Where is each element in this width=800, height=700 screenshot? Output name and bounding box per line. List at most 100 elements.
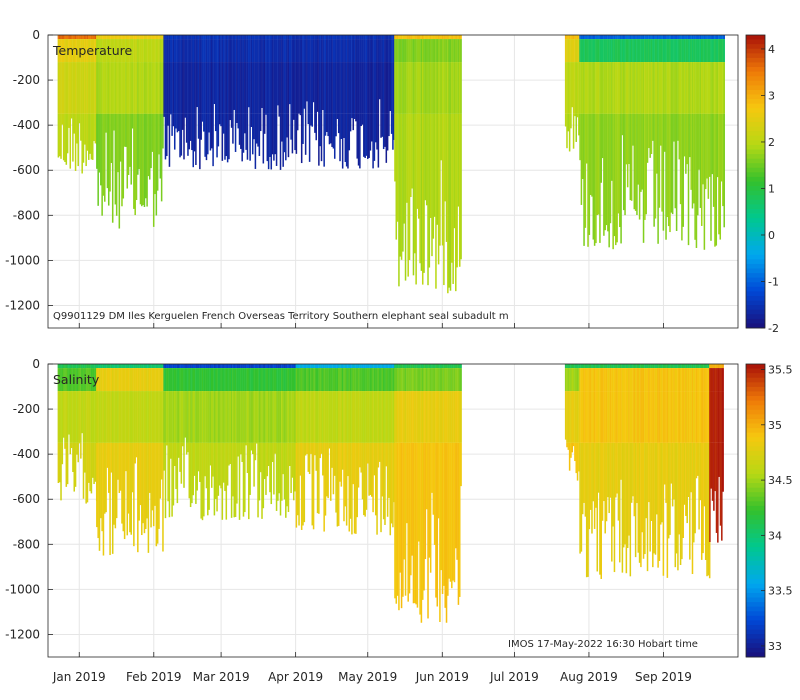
profile-cell	[595, 391, 597, 443]
profile-cell	[255, 39, 258, 63]
profile-cell	[267, 442, 270, 467]
profile-cell	[351, 39, 353, 63]
profile-cell	[286, 368, 288, 392]
profile-cell	[700, 368, 703, 392]
profile-cell	[109, 39, 111, 63]
profile-cell	[162, 442, 164, 552]
profile-cell	[114, 391, 117, 443]
profile-cell	[381, 39, 384, 63]
profile-cell	[269, 364, 271, 369]
profile-cell	[356, 368, 358, 392]
profile-cell	[230, 364, 233, 369]
profile-cell	[612, 62, 614, 114]
profile-cell	[115, 35, 118, 40]
profile-cell	[349, 364, 352, 369]
profile-cell	[347, 368, 349, 392]
profile-cell	[64, 39, 66, 63]
profile-cell	[424, 442, 427, 560]
profile-cell	[69, 113, 72, 169]
profile-cell	[359, 391, 361, 443]
profile-cell	[659, 364, 662, 369]
profile-cell	[262, 39, 265, 63]
profile-cell	[275, 39, 278, 63]
profile-cell	[185, 62, 188, 114]
profile-cell	[681, 35, 683, 40]
profile-cell	[139, 391, 142, 443]
profile-cell	[402, 35, 404, 40]
profile-cell	[398, 442, 400, 611]
profile-cell	[460, 391, 462, 443]
profile-cell	[650, 442, 653, 521]
profile-cell	[406, 62, 408, 114]
profile-cell	[104, 442, 106, 514]
profile-cell	[133, 39, 135, 63]
profile-cell	[158, 391, 160, 443]
profile-cell	[403, 113, 405, 224]
profile-cell	[703, 368, 706, 392]
profile-cell	[244, 39, 246, 63]
profile-cell	[656, 442, 658, 515]
profile-cell	[333, 442, 336, 476]
profile-cell	[570, 35, 572, 40]
profile-cell	[285, 62, 287, 114]
profile-cell	[436, 113, 439, 225]
profile-cell	[427, 364, 429, 369]
colorbar-cell	[746, 611, 765, 617]
profile-cell	[102, 391, 105, 443]
profile-cell	[718, 39, 720, 63]
profile-cell	[306, 391, 308, 443]
profile-cell	[579, 364, 581, 369]
profile-cell	[245, 368, 247, 392]
profile-cell	[78, 368, 81, 392]
profile-cell	[345, 364, 348, 369]
profile-cell	[204, 364, 206, 369]
profile-cell	[295, 442, 298, 528]
profile-cell	[316, 442, 319, 514]
profile-cell	[150, 368, 152, 392]
profile-cell	[592, 368, 595, 392]
profile-cell	[303, 442, 306, 523]
profile-cell	[568, 364, 571, 369]
profile-cell	[371, 364, 373, 369]
profile-cell	[625, 391, 628, 443]
profile-cell	[240, 35, 242, 40]
profile-cell	[137, 442, 139, 553]
profile-cell	[275, 364, 278, 369]
profile-cell	[699, 391, 702, 443]
profile-cell	[709, 364, 711, 369]
profile-cell	[237, 113, 239, 129]
profile-cell	[187, 113, 189, 156]
profile-cell	[599, 364, 601, 369]
profile-cell	[158, 113, 160, 155]
profile-cell	[697, 35, 699, 40]
profile-cell	[170, 368, 172, 392]
profile-cell	[170, 391, 172, 443]
profile-cell	[345, 62, 348, 114]
profile-cell	[287, 391, 290, 443]
profile-cell	[146, 35, 148, 40]
profile-cell	[295, 364, 298, 369]
profile-cell	[456, 391, 458, 443]
profile-cell	[331, 39, 333, 63]
profile-cell	[591, 62, 593, 114]
profile-cell	[281, 62, 283, 114]
profile-cell	[613, 39, 616, 63]
profile-cell	[374, 391, 377, 443]
profile-cell	[251, 35, 254, 40]
profile-cell	[253, 113, 255, 140]
profile-cell	[287, 35, 290, 40]
profile-cell	[378, 368, 381, 392]
profile-cell	[600, 442, 602, 579]
profile-cell	[415, 35, 417, 40]
profile-cell	[704, 39, 707, 63]
profile-cell	[632, 39, 634, 63]
profile-cell	[355, 39, 357, 63]
profile-cell	[222, 39, 225, 63]
profile-cell	[154, 368, 156, 392]
profile-cell	[74, 442, 77, 487]
profile-cell	[689, 364, 691, 369]
profile-cell	[585, 368, 588, 392]
profile-cell	[386, 442, 389, 517]
profile-cell	[318, 39, 320, 63]
profile-cell	[638, 391, 641, 443]
